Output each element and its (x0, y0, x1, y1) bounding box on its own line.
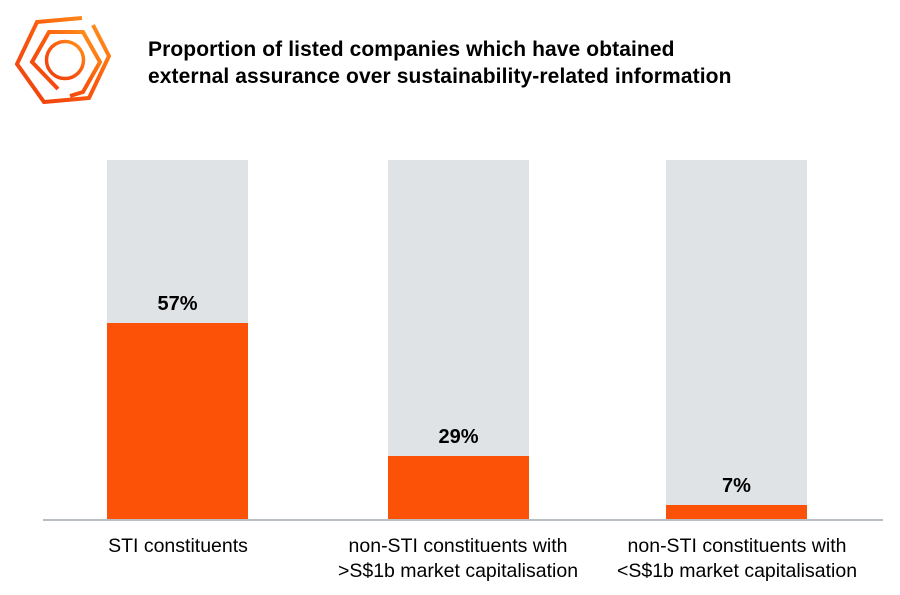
chart-title-line1: Proportion of listed companies which hav… (148, 38, 675, 61)
category-label-line: non-STI constituents with (348, 535, 568, 557)
category-label-line: <S$1b market capitalisation (616, 560, 858, 582)
bar-track-sti: 57% (107, 160, 248, 520)
bar-fill-nonsti-large (388, 455, 529, 520)
category-label-nonsti-large: non-STI constituents with >S$1b market c… (308, 534, 608, 584)
data-label-nonsti-large: 29% (438, 425, 479, 448)
bar-track-nonsti-small: 7% (666, 160, 807, 520)
hexagon-pie-chart-icon (14, 4, 126, 118)
category-label-line: STI constituents (108, 535, 248, 557)
category-label-line: non-STI constituents with (627, 535, 847, 557)
category-label-sti: STI constituents (28, 534, 328, 559)
bar-fill-nonsti-small (666, 504, 807, 520)
x-axis-line (43, 519, 883, 521)
data-label-sti: 57% (157, 293, 198, 316)
bar-fill-sti (107, 323, 248, 520)
chart-title-line2: external assurance over sustainability-r… (148, 65, 732, 88)
category-label-line: >S$1b market capitalisation (337, 560, 579, 582)
chart-title: Proportion of listed companies which hav… (148, 36, 732, 90)
category-label-nonsti-small: non-STI constituents with <S$1b market c… (587, 534, 887, 584)
data-label-nonsti-small: 7% (722, 474, 751, 497)
bar-track-nonsti-large: 29% (388, 160, 529, 520)
